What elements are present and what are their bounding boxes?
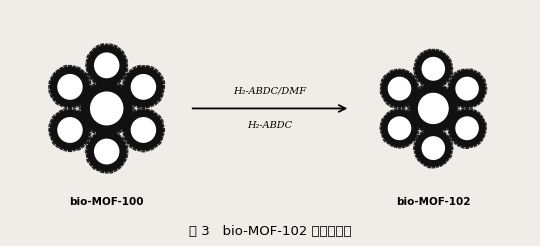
Circle shape	[422, 137, 444, 159]
Circle shape	[388, 77, 410, 100]
Text: 图 3   bio-MOF-102 材料的合成: 图 3 bio-MOF-102 材料的合成	[188, 225, 352, 238]
Circle shape	[416, 130, 451, 166]
Circle shape	[91, 92, 123, 125]
Circle shape	[449, 110, 485, 146]
Circle shape	[58, 118, 82, 142]
Circle shape	[124, 110, 163, 150]
Circle shape	[131, 75, 156, 99]
Circle shape	[456, 77, 478, 100]
Circle shape	[382, 110, 417, 146]
Text: H₂-ABDC: H₂-ABDC	[247, 121, 293, 130]
Circle shape	[422, 58, 444, 80]
Circle shape	[418, 93, 448, 123]
Circle shape	[456, 117, 478, 139]
Circle shape	[94, 53, 119, 77]
Circle shape	[51, 110, 89, 150]
Circle shape	[51, 67, 89, 107]
Circle shape	[382, 71, 417, 107]
Circle shape	[94, 139, 119, 164]
Circle shape	[87, 46, 126, 85]
Circle shape	[124, 67, 163, 107]
Circle shape	[58, 75, 82, 99]
Circle shape	[449, 71, 485, 107]
Circle shape	[388, 117, 410, 139]
Circle shape	[410, 85, 456, 132]
Circle shape	[82, 83, 132, 134]
Text: H₂-ABDC/DMF: H₂-ABDC/DMF	[233, 87, 307, 96]
Text: bio-MOF-100: bio-MOF-100	[70, 197, 144, 207]
Circle shape	[131, 118, 156, 142]
Text: bio-MOF-102: bio-MOF-102	[396, 197, 470, 207]
Circle shape	[416, 51, 451, 87]
Circle shape	[87, 132, 126, 171]
